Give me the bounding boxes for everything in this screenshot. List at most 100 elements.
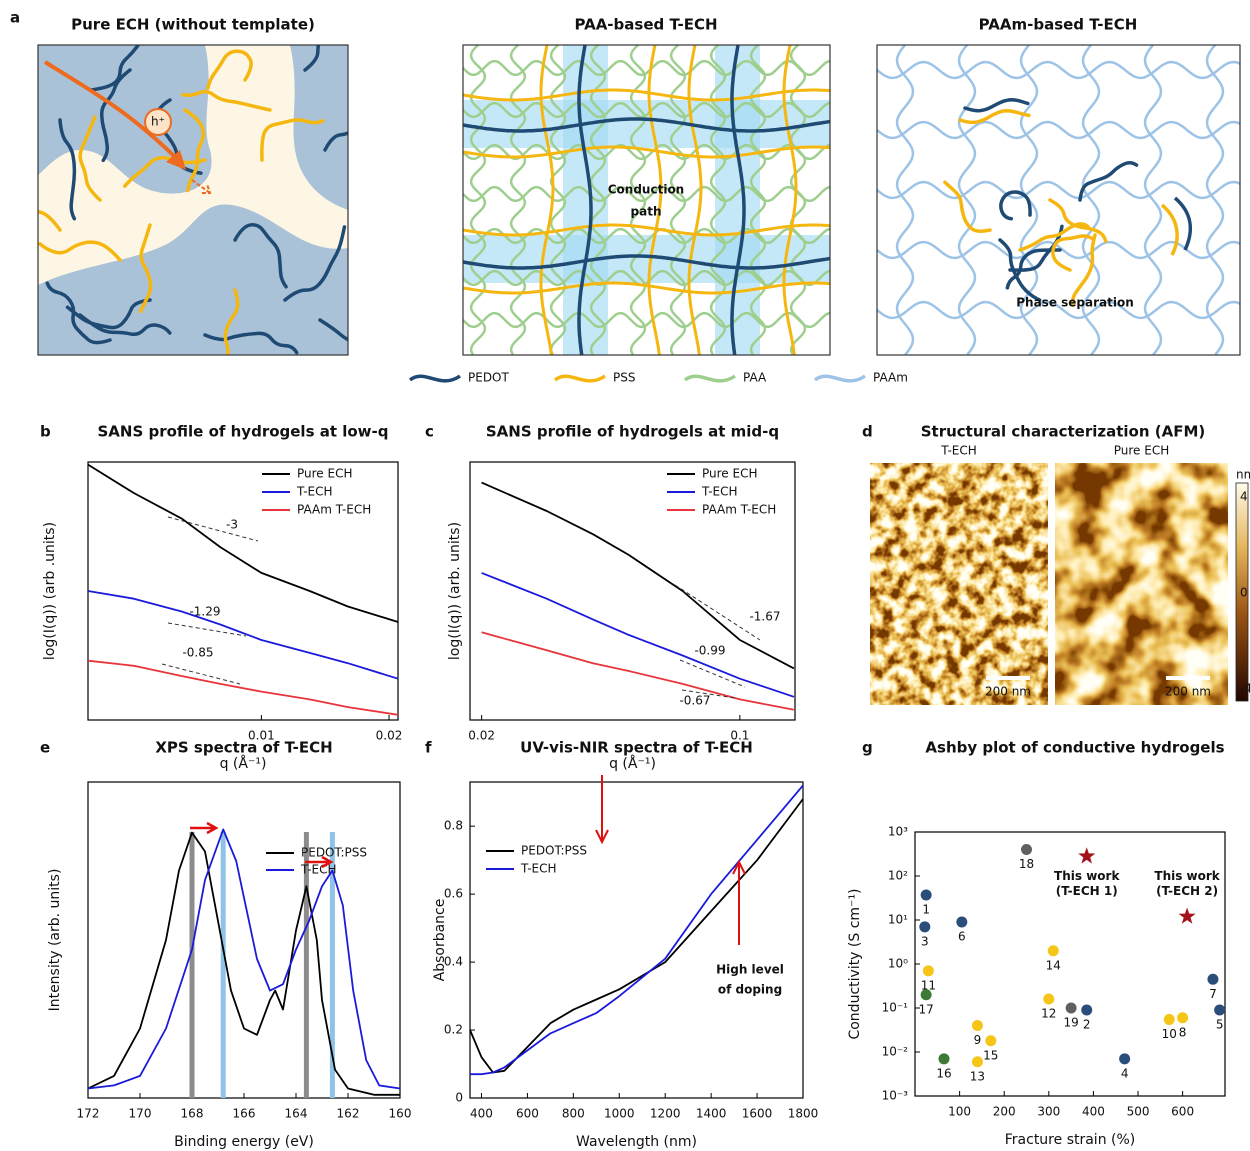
arrow xyxy=(595,775,609,845)
point-label: (T-ECH 1) xyxy=(1056,884,1118,898)
annotation: -0.99 xyxy=(694,644,725,658)
polymer-chain xyxy=(463,101,830,119)
slope-guide xyxy=(167,622,247,637)
colorbar xyxy=(1235,482,1249,702)
legend-swatch xyxy=(683,374,737,383)
chart-title: XPS spectra of T-ECH xyxy=(155,739,332,757)
series-line xyxy=(481,481,795,670)
slope-guide xyxy=(681,689,736,699)
y-axis-title: log(I(q)) (arb. units) xyxy=(447,522,463,660)
x-tick-label: 600 xyxy=(1171,1105,1194,1119)
polymer-chain xyxy=(958,109,1031,125)
point-label: 18 xyxy=(1019,857,1034,871)
polymer-chain xyxy=(260,118,325,162)
panel-label: a xyxy=(10,9,20,27)
series-line xyxy=(87,831,400,1096)
polymer-chain xyxy=(463,281,830,295)
paa-schematic xyxy=(463,45,830,355)
x-tick-label: 0.02 xyxy=(376,729,403,743)
x-tick-label: 1400 xyxy=(696,1107,727,1121)
polymer-chain xyxy=(1051,234,1094,272)
point-label: 15 xyxy=(983,1048,998,1062)
point-label: 16 xyxy=(936,1066,951,1080)
x-axis-title: Fracture strain (%) xyxy=(1005,1132,1136,1148)
polymer-chain xyxy=(38,209,62,232)
legend-swatch xyxy=(813,374,867,383)
polymer-chain xyxy=(1081,45,1101,355)
x-tick-label: 200 xyxy=(993,1105,1016,1119)
data-point xyxy=(985,1035,997,1047)
panel-label: f xyxy=(425,739,432,757)
legend-label: Pure ECH xyxy=(297,467,352,481)
polymer-chain xyxy=(45,281,112,345)
polymer-chain xyxy=(1071,233,1097,307)
point-label: 19 xyxy=(1063,1016,1078,1030)
panel-title: PAAm-based T-ECH xyxy=(979,16,1138,34)
star-point xyxy=(1078,847,1096,864)
polymer-chain xyxy=(782,45,798,355)
series-line xyxy=(87,463,399,623)
image-title: Pure ECH xyxy=(1114,444,1169,458)
y-tick-label: 10⁻³ xyxy=(882,1089,909,1103)
point-label: 5 xyxy=(1216,1018,1224,1032)
data-point xyxy=(1043,993,1055,1005)
annotation: Conduction xyxy=(608,183,684,197)
afm-image xyxy=(1054,462,1229,706)
polymer-chain xyxy=(318,318,348,342)
legend-swatch xyxy=(408,374,462,383)
polymer-chain xyxy=(223,288,240,355)
paam-schematic xyxy=(877,45,1240,355)
point-label: This work xyxy=(1054,869,1120,883)
point-label: 3 xyxy=(921,934,929,948)
polymer-chain xyxy=(1143,45,1163,355)
y-axis-title: Absorbance xyxy=(432,899,448,982)
x-tick-label: 164 xyxy=(285,1107,308,1121)
box-frame xyxy=(37,44,349,356)
polymer-chain xyxy=(709,45,727,355)
box-frame xyxy=(876,44,1241,356)
polymer-chain xyxy=(463,185,830,203)
polymer-chain xyxy=(877,120,1240,140)
series-line xyxy=(481,631,795,711)
polymer-chain xyxy=(577,45,593,355)
polymer-chain xyxy=(65,298,152,330)
data-point xyxy=(1119,1053,1131,1065)
x-axis-title: Binding energy (eV) xyxy=(174,1134,314,1150)
point-label: 14 xyxy=(1046,958,1061,972)
legend-label: T-ECH xyxy=(520,862,557,876)
y-axis-title: Intensity (arb. units) xyxy=(47,869,63,1012)
afm-image xyxy=(869,462,1049,706)
annotation: -1.67 xyxy=(749,610,780,624)
point-label: 9 xyxy=(974,1033,982,1047)
legend-label: T-ECH xyxy=(701,485,738,499)
polymer-chain xyxy=(78,115,102,202)
polymer-chain xyxy=(323,131,348,152)
polymer-chain xyxy=(1173,196,1192,251)
y-tick-label: 0.8 xyxy=(444,819,463,833)
y-tick-label: 0.2 xyxy=(444,1023,463,1037)
scale-bar-label: 200 nm xyxy=(985,685,1031,699)
slope-guide xyxy=(167,516,259,542)
x-tick-label: 0.02 xyxy=(468,729,495,743)
polymer-chain xyxy=(963,98,1030,113)
polymer-chain xyxy=(1048,198,1108,243)
x-tick-label: 160 xyxy=(389,1107,412,1121)
x-tick-label: 400 xyxy=(470,1107,493,1121)
polymer-chain xyxy=(877,300,1240,320)
data-point xyxy=(938,1053,950,1065)
y-tick-label: 10⁻² xyxy=(882,1045,909,1059)
annotation: Phase separation xyxy=(1016,296,1134,310)
hole xyxy=(144,108,172,136)
point-label: This work xyxy=(1154,869,1220,883)
series-line xyxy=(469,798,804,1074)
hole-label: h⁺ xyxy=(151,115,165,129)
data-point xyxy=(920,989,932,1001)
legend-label: PAAm T-ECH xyxy=(297,503,371,517)
polymer-chain xyxy=(1018,222,1090,252)
x-axis-title: q (Å⁻¹) xyxy=(609,755,656,772)
polymer-chain xyxy=(1078,161,1139,202)
box-frame xyxy=(462,44,831,356)
data-point xyxy=(1214,1004,1226,1016)
image-title: T-ECH xyxy=(940,444,977,458)
